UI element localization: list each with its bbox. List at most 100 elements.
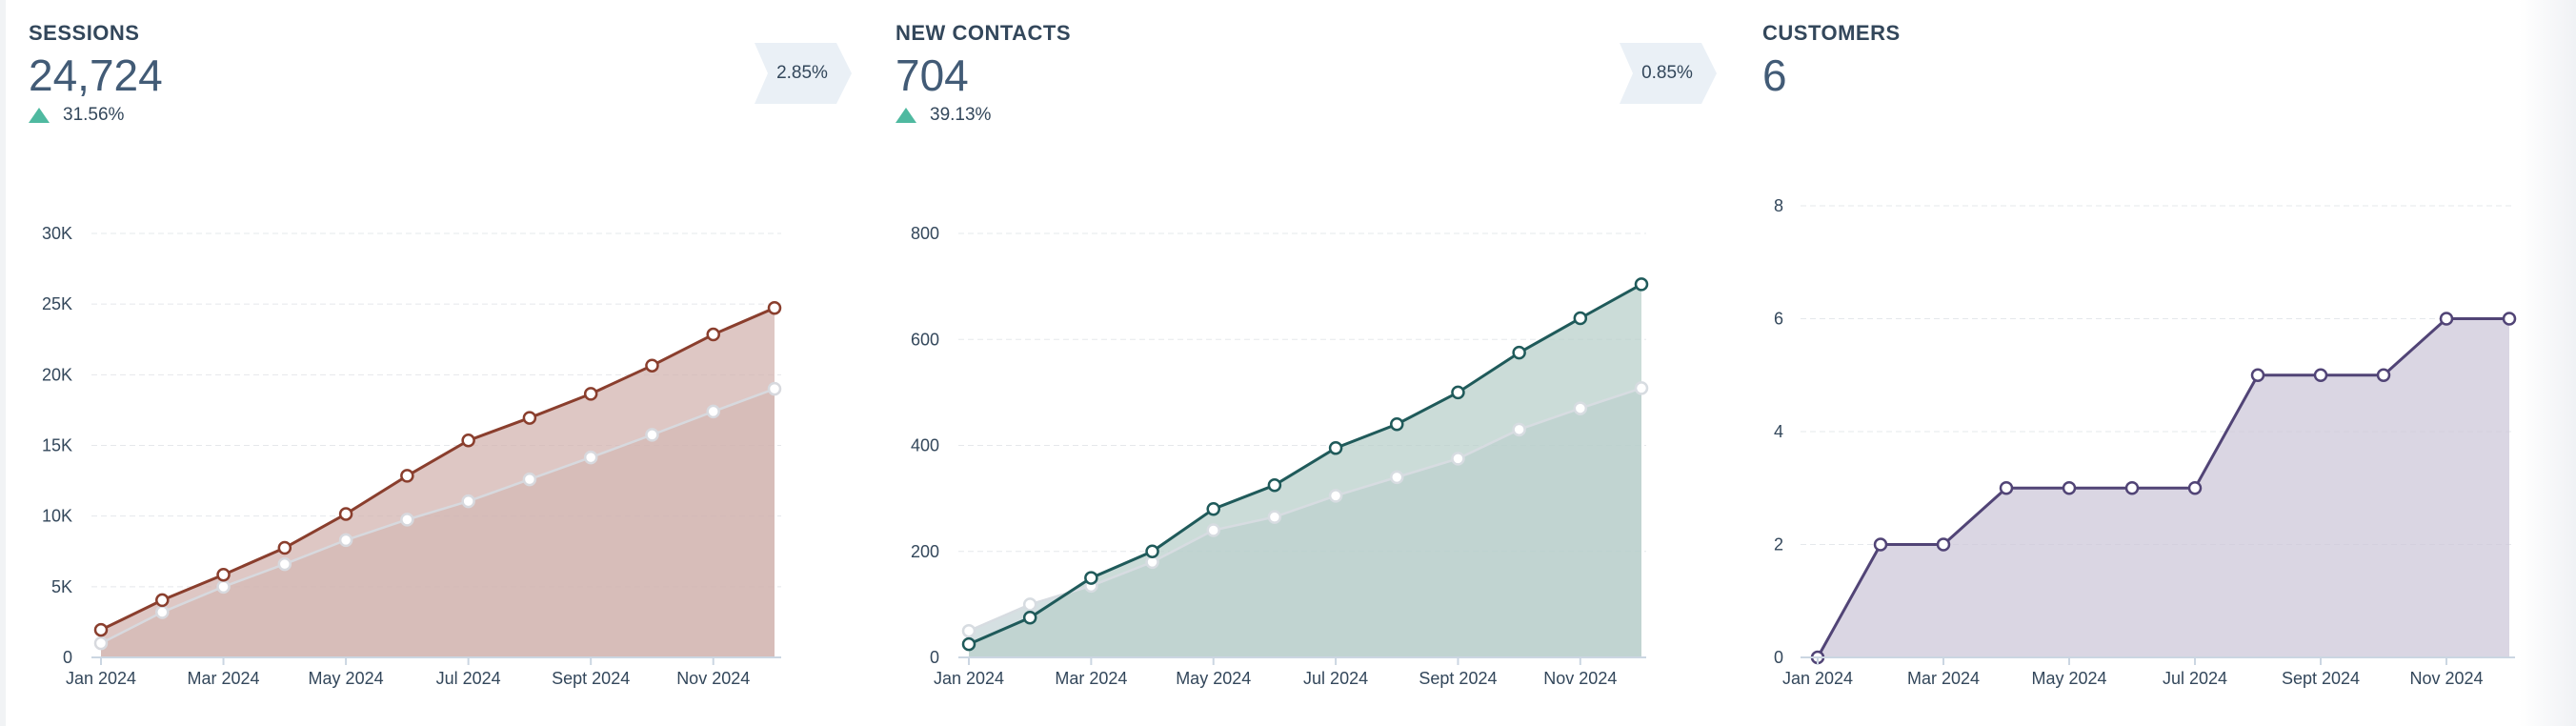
badge-text: 2.85% [776, 63, 828, 83]
data-point [277, 540, 292, 555]
data-point [1573, 401, 1588, 415]
data-point [277, 556, 292, 572]
x-tick-label: May 2024 [1176, 669, 1251, 688]
data-point [1267, 510, 1282, 524]
data-point [1451, 385, 1465, 400]
x-tick-label: May 2024 [309, 669, 384, 688]
data-point [645, 428, 659, 442]
data-point [2376, 368, 2391, 382]
data-point [522, 411, 537, 425]
y-tick-label: 20K [42, 365, 72, 384]
x-tick-label: Mar 2024 [1055, 669, 1127, 688]
series-line [100, 387, 775, 645]
y-tick-label: 800 [911, 224, 939, 243]
card-title: NEW CONTACTS [896, 21, 1072, 45]
data-point [1451, 452, 1465, 466]
data-point [400, 513, 414, 527]
data-point [645, 358, 659, 373]
data-point [216, 579, 231, 595]
customers-card: CUSTOMERS 6 [1762, 0, 2576, 726]
x-tick-label: Jan 2024 [1782, 669, 1853, 688]
y-tick-label: 0 [930, 648, 939, 667]
x-tick-label: Jan 2024 [66, 669, 136, 688]
data-point [1512, 345, 1526, 360]
data-point [961, 623, 976, 638]
data-point [1267, 477, 1282, 493]
data-point [2062, 481, 2077, 495]
triangle-up-icon [896, 108, 916, 123]
data-point [2250, 368, 2265, 382]
card-title: CUSTOMERS [1762, 21, 1901, 45]
data-point [2502, 312, 2517, 326]
data-point [1936, 537, 1951, 552]
data-point [1573, 311, 1588, 326]
comparison-badge: 0.85% [1620, 43, 1717, 104]
y-tick-label: 0 [1774, 648, 1783, 667]
y-tick-label: 400 [911, 436, 939, 455]
data-point [461, 494, 475, 509]
badge-shape [755, 43, 852, 104]
data-point [706, 404, 720, 419]
series-line [1816, 317, 2509, 658]
badge-text: 0.85% [1641, 63, 1693, 83]
data-point [93, 622, 109, 637]
data-point [1634, 381, 1649, 395]
data-point [155, 593, 170, 608]
data-point [216, 567, 231, 582]
data-point [461, 434, 475, 448]
y-tick-label: 25K [42, 294, 72, 313]
data-point [400, 469, 414, 483]
x-tick-label: Nov 2024 [2409, 669, 2483, 688]
data-point [1022, 611, 1037, 625]
y-tick-label: 5K [51, 577, 72, 596]
sessions-card: SESSIONS 24,724 31.56% 2.85% [29, 0, 886, 726]
y-tick-label: 600 [911, 330, 939, 349]
x-tick-label: Sept 2024 [1419, 669, 1497, 688]
series-line [968, 387, 1642, 633]
data-point [1390, 417, 1404, 432]
x-tick-label: Mar 2024 [1907, 669, 1980, 688]
change-percent: 31.56% [63, 105, 125, 125]
new-contacts-card: NEW CONTACTS 704 39.13% 0.85% [896, 0, 1753, 726]
x-tick-label: Nov 2024 [676, 669, 750, 688]
x-tick-label: Jul 2024 [2163, 669, 2227, 688]
data-point [2439, 312, 2454, 326]
series-area [969, 284, 1641, 657]
card-change: 39.13% [896, 105, 991, 126]
data-point [522, 472, 537, 487]
data-point [1145, 544, 1159, 558]
x-tick-label: Sept 2024 [2282, 669, 2360, 688]
x-tick-label: Nov 2024 [1543, 669, 1617, 688]
data-point [1328, 441, 1343, 455]
series-area [101, 308, 775, 657]
data-point [1206, 523, 1220, 537]
y-tick-label: 15K [42, 436, 72, 455]
card-change: 31.56% [29, 105, 124, 126]
y-tick-label: 4 [1774, 422, 1783, 441]
data-point [1390, 470, 1404, 485]
data-point [961, 636, 976, 652]
x-tick-label: Mar 2024 [188, 669, 260, 688]
data-point [583, 387, 598, 401]
change-percent: 39.13% [930, 105, 992, 125]
x-tick-label: Jan 2024 [934, 669, 1004, 688]
comparison-badge: 2.85% [755, 43, 852, 104]
x-tick-label: Sept 2024 [552, 669, 630, 688]
data-point [583, 450, 598, 465]
data-point [767, 381, 782, 396]
data-point [1999, 481, 2014, 495]
data-point [155, 605, 170, 619]
data-point [1084, 571, 1098, 585]
x-tick-label: Jul 2024 [436, 669, 501, 688]
y-tick-label: 0 [63, 648, 72, 667]
x-tick-label: May 2024 [2031, 669, 2106, 688]
series-line [100, 306, 775, 632]
card-value: 24,724 [29, 50, 163, 100]
y-tick-label: 30K [42, 224, 72, 243]
data-point [1328, 489, 1343, 503]
data-point [2313, 368, 2328, 382]
badge-shape [1620, 43, 1717, 104]
y-tick-label: 10K [42, 507, 72, 526]
data-point [338, 533, 353, 548]
